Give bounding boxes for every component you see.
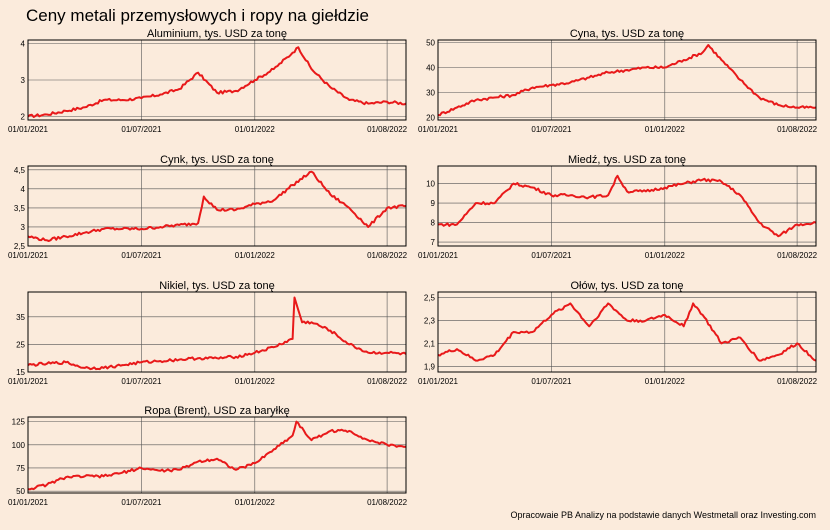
x-tick-label: 01/01/2021 <box>418 251 459 260</box>
y-tick-label: 15 <box>16 368 25 377</box>
series-line <box>27 170 407 242</box>
y-tick-label: 40 <box>426 64 435 73</box>
y-tick-label: 75 <box>16 464 25 473</box>
x-tick-label: 01/01/2022 <box>645 377 686 386</box>
x-tick-label: 01/07/2021 <box>121 498 162 507</box>
y-tick-label: 30 <box>426 89 435 98</box>
series-line <box>28 420 407 491</box>
plot-frame <box>437 39 817 121</box>
x-tick-label: 01/07/2021 <box>531 125 572 134</box>
x-tick-label: 01/08/2022 <box>777 377 818 386</box>
y-tick-label: 2,1 <box>424 339 436 348</box>
plot-frame <box>27 291 407 373</box>
chart-title: Aluminium, tys. USD za tonę <box>147 28 287 40</box>
y-tick-label: 2 <box>21 112 26 121</box>
y-tick-label: 7 <box>431 238 436 247</box>
chart-3: 01/01/2021 01/07/2021 01/01/2022 01/08/2022… <box>418 154 818 260</box>
plot-area <box>438 40 816 120</box>
chart-1: 01/01/2021 01/07/2021 01/01/2022 01/08/2022… <box>418 28 818 134</box>
plot-frame <box>27 39 407 121</box>
chart-6: 01/01/2021 01/07/2021 01/01/2022 01/08/2022… <box>8 405 408 507</box>
plot-frame <box>27 165 407 247</box>
y-tick-label: 50 <box>16 487 25 496</box>
series-line <box>437 174 817 238</box>
chart-2: 01/01/2021 01/07/2021 01/01/2022 01/08/2022… <box>8 154 408 260</box>
plot-frame <box>437 165 817 247</box>
chart-title: Miedź, tys. USD za tonę <box>568 154 686 166</box>
plot-area <box>28 292 406 372</box>
chart-title: Ropa (Brent), USD za baryłkę <box>144 405 290 417</box>
y-tick-label: 35 <box>16 313 25 322</box>
x-tick-label: 01/01/2022 <box>235 125 276 134</box>
x-tick-label: 01/08/2022 <box>367 125 408 134</box>
y-tick-label: 8 <box>431 219 436 228</box>
x-tick-label: 01/08/2022 <box>367 377 408 386</box>
chart-title: Cyna, tys. USD za tonę <box>570 28 684 40</box>
plot-area <box>28 417 406 493</box>
series-line <box>437 44 817 117</box>
x-tick-label: 01/01/2022 <box>235 377 276 386</box>
source-note: Opracowaie PB Analizy na podstawie danyc… <box>510 510 817 520</box>
chart-title: Cynk, tys. USD za tonę <box>160 154 274 166</box>
x-tick-label: 01/01/2021 <box>8 377 49 386</box>
x-tick-label: 01/01/2021 <box>8 498 49 507</box>
y-tick-label: 4 <box>21 185 26 194</box>
series-line <box>437 302 817 362</box>
y-tick-label: 9 <box>431 199 436 208</box>
y-tick-label: 100 <box>12 441 26 450</box>
x-tick-label: 01/01/2021 <box>8 251 49 260</box>
x-tick-label: 01/01/2021 <box>418 377 459 386</box>
x-tick-label: 01/01/2022 <box>645 125 686 134</box>
y-tick-label: 4 <box>21 40 26 49</box>
chart-4: 01/01/2021 01/07/2021 01/01/2022 01/08/2022… <box>8 280 408 386</box>
x-tick-label: 01/07/2021 <box>531 377 572 386</box>
chart-title: Nikiel, tys. USD za tonę <box>159 280 275 292</box>
y-tick-label: 3,5 <box>14 204 26 213</box>
x-tick-label: 01/07/2021 <box>121 377 162 386</box>
plot-area <box>438 166 816 246</box>
x-tick-label: 01/08/2022 <box>777 125 818 134</box>
y-tick-label: 4,5 <box>14 166 26 175</box>
x-tick-label: 01/01/2022 <box>645 251 686 260</box>
chart-title: Ołów, tys. USD za tonę <box>570 280 683 292</box>
plot-area <box>28 166 406 246</box>
y-tick-label: 125 <box>12 418 26 427</box>
y-tick-label: 3 <box>21 76 26 85</box>
y-tick-label: 10 <box>426 180 435 189</box>
plot-frame <box>437 291 817 373</box>
y-tick-label: 2,5 <box>424 294 436 303</box>
series-line <box>27 46 407 118</box>
x-tick-label: 01/01/2021 <box>418 125 459 134</box>
x-tick-label: 01/08/2022 <box>367 498 408 507</box>
plot-frame <box>27 416 407 494</box>
page-title: Ceny metali przemysłowych i ropy na gieł… <box>26 6 369 25</box>
x-tick-label: 01/07/2021 <box>121 125 162 134</box>
x-tick-label: 01/01/2022 <box>235 498 276 507</box>
y-tick-label: 20 <box>426 114 435 123</box>
y-tick-label: 50 <box>426 39 435 48</box>
x-tick-label: 01/07/2021 <box>531 251 572 260</box>
x-tick-label: 01/07/2021 <box>121 251 162 260</box>
x-tick-label: 01/01/2021 <box>8 125 49 134</box>
plot-area <box>438 292 816 372</box>
x-tick-label: 01/08/2022 <box>367 251 408 260</box>
chart-5: 01/01/2021 01/07/2021 01/01/2022 01/08/2022… <box>418 280 818 386</box>
x-tick-label: 01/08/2022 <box>777 251 818 260</box>
chart-0: 01/01/2021 01/07/2021 01/01/2022 01/08/2022… <box>8 28 408 134</box>
y-tick-label: 2,5 <box>14 242 26 251</box>
y-tick-label: 3 <box>21 223 26 232</box>
x-tick-label: 01/01/2022 <box>235 251 276 260</box>
series-line <box>27 296 407 371</box>
y-tick-label: 1,9 <box>424 362 436 371</box>
y-tick-label: 2,3 <box>424 317 436 326</box>
y-tick-label: 25 <box>16 340 25 349</box>
